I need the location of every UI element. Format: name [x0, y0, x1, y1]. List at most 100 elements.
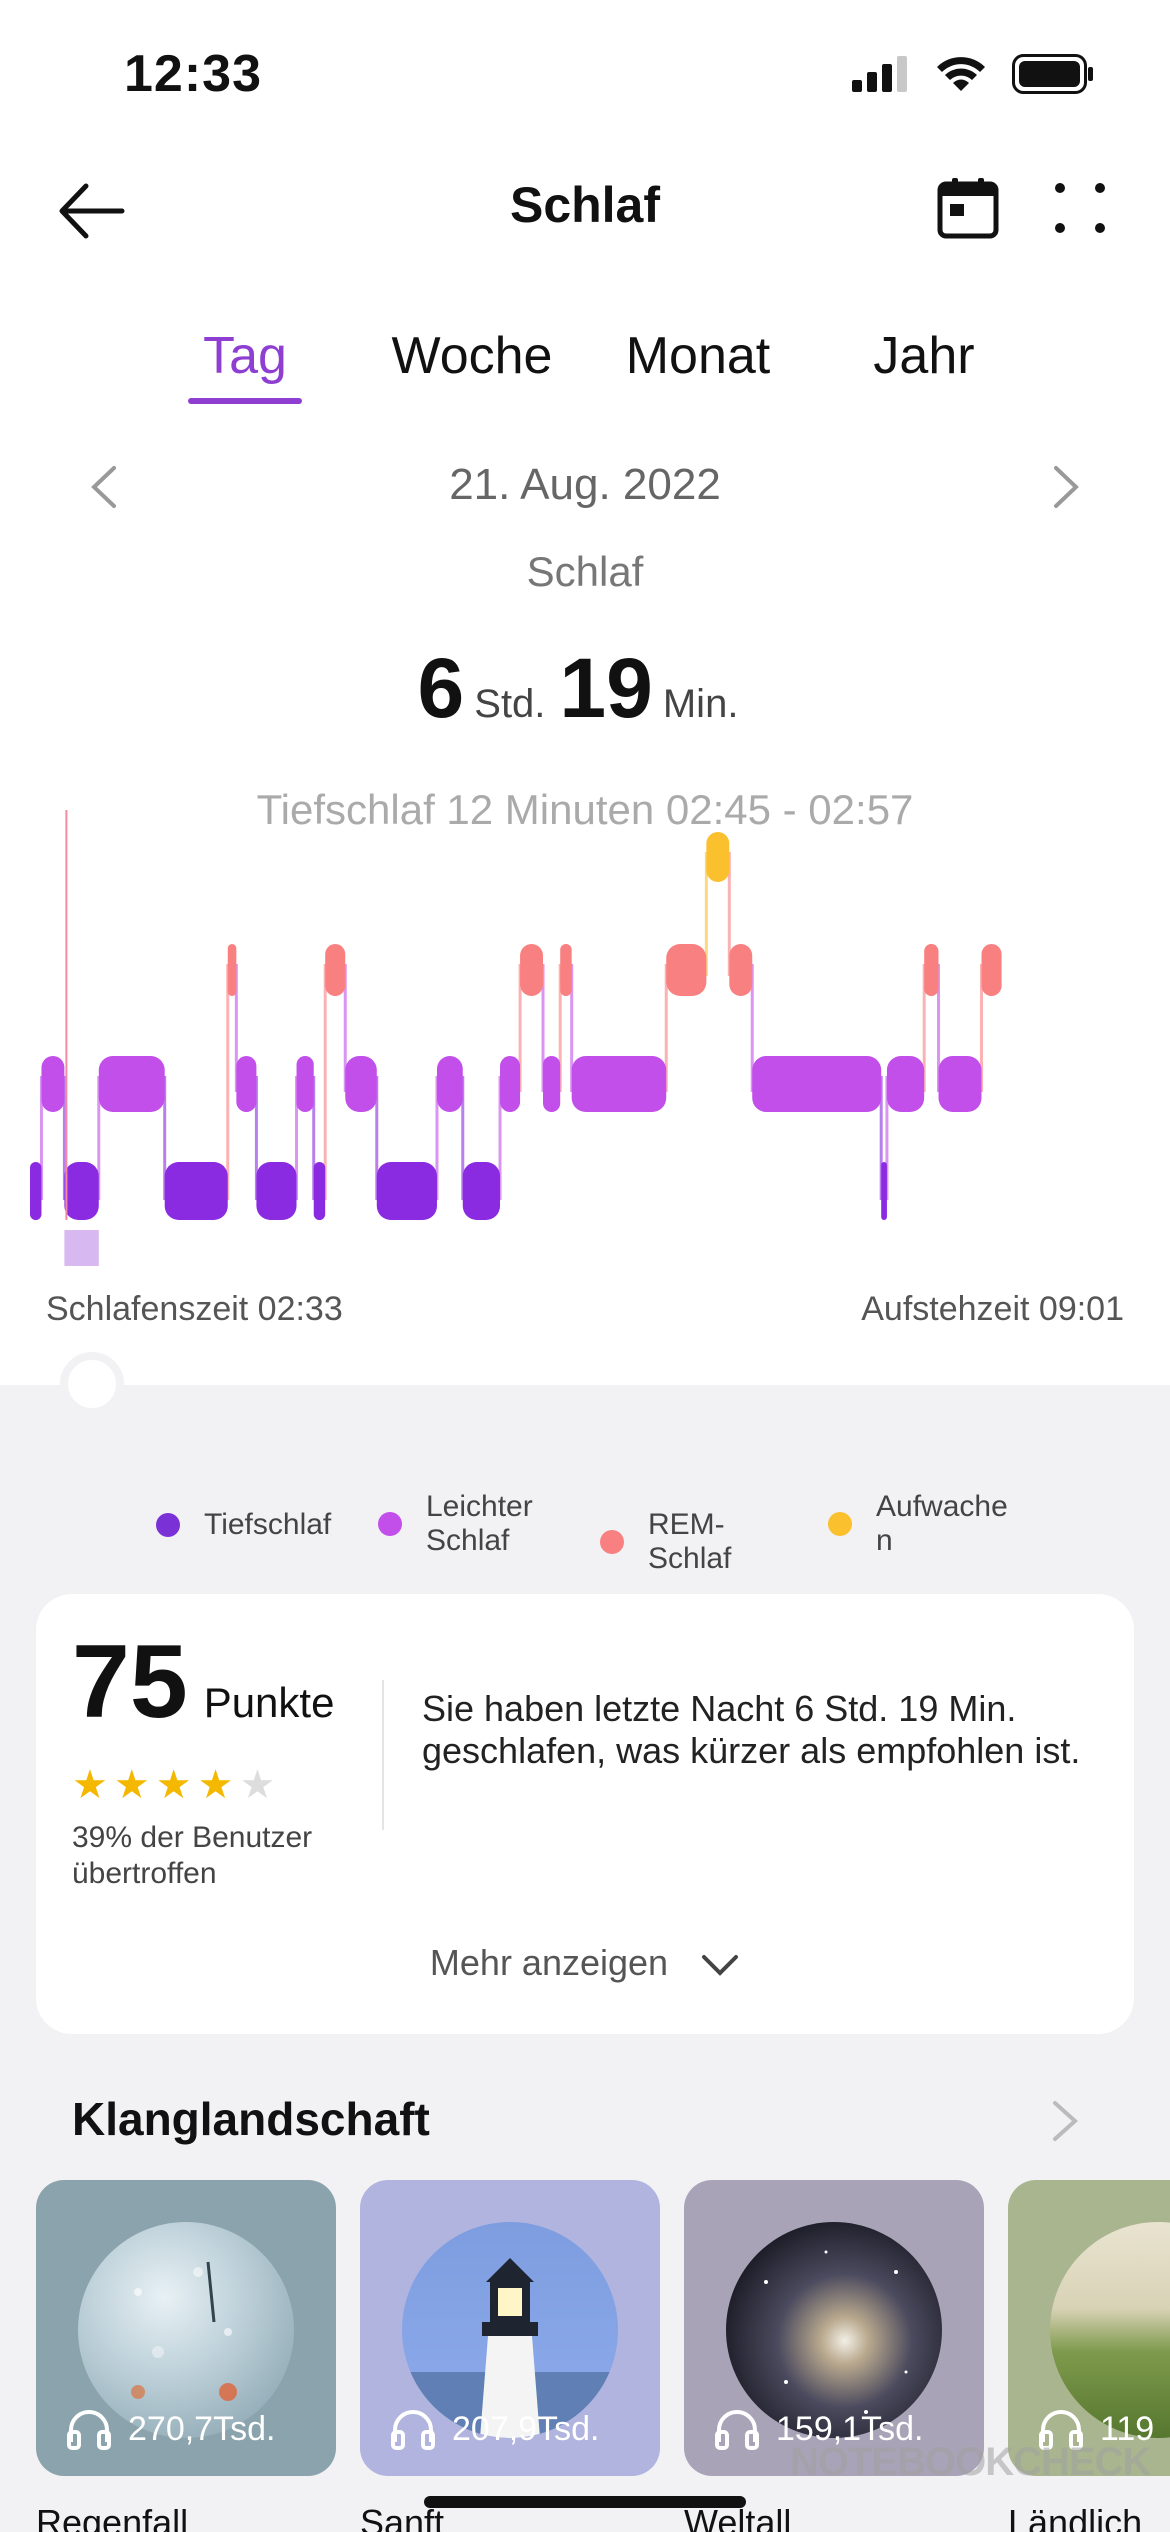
- calendar-icon[interactable]: [936, 176, 1000, 240]
- active-tab-indicator: [188, 398, 302, 404]
- chart-scrubber-handle[interactable]: [60, 1352, 124, 1416]
- play-count: 207,9Tsd.: [390, 2408, 599, 2450]
- sound-tile-rain[interactable]: 270,7Tsd.: [36, 2180, 336, 2476]
- notebookcheck-watermark: NOTEBOOKCHECK: [790, 2440, 1151, 2484]
- sleep-summary-panel: [0, 0, 1170, 1385]
- sleep-stage-chart[interactable]: [0, 800, 1170, 1270]
- sleep-verdict: Sie haben letzte Nacht 6 Std. 19 Min. ge…: [422, 1688, 1081, 1771]
- sleep-stage-block[interactable]: [41, 1056, 65, 1112]
- sleep-stage-block[interactable]: [296, 1056, 314, 1112]
- show-more-button[interactable]: Mehr anzeigen: [36, 1942, 1134, 1984]
- headphones-icon: [391, 2410, 435, 2450]
- sleep-stage-block[interactable]: [886, 1056, 925, 1112]
- sleep-stage-block[interactable]: [881, 1162, 887, 1220]
- legend-label: REM-Schlaf: [648, 1508, 732, 1575]
- star-filled-icon: ★: [113, 1763, 150, 1807]
- sleep-stage-block[interactable]: [571, 1056, 667, 1112]
- status-time: 12:33: [124, 45, 262, 103]
- duration-hours-unit: Std.: [474, 682, 546, 726]
- sleep-stage-block[interactable]: [938, 1056, 982, 1112]
- home-indicator[interactable]: [424, 2496, 746, 2508]
- star-empty-icon: ★: [239, 1763, 276, 1807]
- sleep-stage-block[interactable]: [256, 1162, 297, 1220]
- sleep-stage-block[interactable]: [924, 944, 939, 996]
- headphones-icon: [715, 2410, 759, 2450]
- selected-date: 21. Aug. 2022: [449, 460, 721, 509]
- duration-minutes-unit: Min.: [662, 682, 739, 726]
- sleep-stage-block[interactable]: [30, 1162, 42, 1220]
- legend-label: Leichter Schlaf: [426, 1490, 533, 1557]
- cellular-signal-icon: [852, 56, 907, 92]
- sleep-stage-block[interactable]: [313, 1162, 326, 1220]
- sleep-stage-block[interactable]: [560, 944, 572, 996]
- sleep-stage-block[interactable]: [981, 944, 1002, 996]
- play-count-value: 119: [1100, 2409, 1155, 2448]
- star-filled-icon: ★: [197, 1763, 234, 1807]
- next-day-chevron-icon[interactable]: [1046, 462, 1086, 512]
- legend-dot: [378, 1512, 402, 1536]
- sleep-stage-block[interactable]: [543, 1056, 561, 1112]
- sleep-duration: 6 Std. 19 Min.: [0, 640, 1170, 737]
- sound-name: Regenfall: [36, 2502, 189, 2532]
- play-count: 119: [1038, 2408, 1154, 2450]
- rain-thumbnail: [78, 2222, 294, 2438]
- chart-legend: Tiefschlaf Leichter Schlaf REM-Schlaf Au…: [0, 1486, 1170, 1575]
- duration-minutes: 19: [559, 641, 653, 735]
- legend-label: Aufwachen: [876, 1490, 1008, 1557]
- sound-tile-rural[interactable]: 119: [1008, 2180, 1170, 2476]
- play-count: 159,1Tsd.: [714, 2408, 923, 2450]
- sleep-start-label: Schlafenszeit 02:33: [46, 1290, 343, 1328]
- sleep-stage-block[interactable]: [520, 944, 544, 996]
- sleep-stage-block[interactable]: [98, 1056, 165, 1112]
- sleep-stage-block[interactable]: [325, 944, 346, 996]
- sleep-stage-block[interactable]: [236, 1056, 257, 1112]
- score-value: 75: [72, 1624, 188, 1740]
- sleep-stage-block[interactable]: [227, 944, 237, 996]
- tab-week[interactable]: Woche: [391, 327, 553, 385]
- sound-tile-space[interactable]: 159,1Tsd.: [684, 2180, 984, 2476]
- lighthouse-graphic: [402, 2258, 618, 2438]
- sleep-stage-block[interactable]: [376, 1162, 437, 1220]
- sleep-stage-block[interactable]: [462, 1162, 501, 1220]
- battery-icon: [1012, 54, 1093, 94]
- star-filled-icon: ★: [155, 1763, 192, 1807]
- back-arrow-icon[interactable]: [56, 176, 126, 246]
- selection-detail: Tiefschlaf 12 Minuten 02:45 - 02:57: [256, 786, 914, 833]
- tab-day[interactable]: Tag: [203, 327, 287, 385]
- more-options-icon[interactable]: [1050, 178, 1110, 238]
- sleep-stage-block[interactable]: [64, 1162, 99, 1220]
- sleep-stage-block[interactable]: [164, 1162, 228, 1220]
- duration-hours: 6: [417, 641, 465, 735]
- sleep-stage-block[interactable]: [345, 1056, 377, 1112]
- play-count-value: 159,1Tsd.: [776, 2409, 924, 2448]
- selection-highlight: [64, 1230, 99, 1266]
- headphones-icon: [67, 2410, 111, 2450]
- sleep-stage-block[interactable]: [706, 832, 730, 882]
- sleep-stage-block[interactable]: [729, 944, 753, 996]
- legend-dot: [600, 1530, 624, 1554]
- sound-tile-gentle[interactable]: 207,9Tsd.: [360, 2180, 660, 2476]
- legend-label: Tiefschlaf: [204, 1508, 332, 1541]
- legend-item-awake: Aufwachen: [828, 1490, 1024, 1558]
- legend-item-light: Leichter Schlaf: [378, 1490, 566, 1558]
- tab-month[interactable]: Monat: [625, 327, 771, 385]
- sleep-score: 75 Punkte: [72, 1630, 334, 1734]
- star-rating: ★ ★ ★ ★ ★: [72, 1762, 275, 1808]
- sleep-stage-block[interactable]: [436, 1056, 463, 1112]
- soundscape-carousel[interactable]: 270,7Tsd. 207,9Tsd.: [36, 2180, 1170, 2532]
- percentile-text: 39% der Benutzer übertroffen: [72, 1821, 313, 1890]
- wake-time-label: Aufstehzeit 09:01: [861, 1290, 1124, 1328]
- divider: [382, 1680, 384, 1830]
- sleep-stage-block[interactable]: [752, 1056, 882, 1112]
- previous-day-chevron-icon[interactable]: [84, 462, 124, 512]
- play-count-value: 270,7Tsd.: [128, 2409, 276, 2448]
- soundscape-more-chevron-icon[interactable]: [1050, 2098, 1080, 2144]
- tab-year[interactable]: Jahr: [873, 327, 975, 385]
- page-title: Schlaf: [509, 177, 661, 233]
- lighthouse-thumbnail: [402, 2222, 618, 2438]
- stars-graphic: [764, 2250, 908, 2414]
- sleep-score-card: 75 Punkte ★ ★ ★ ★ ★ 39% der Benutzer übertro…: [36, 1594, 1134, 2034]
- sleep-stage-block[interactable]: [666, 944, 707, 996]
- sleep-stage-block[interactable]: [500, 1056, 521, 1112]
- headphones-icon: [1039, 2410, 1083, 2450]
